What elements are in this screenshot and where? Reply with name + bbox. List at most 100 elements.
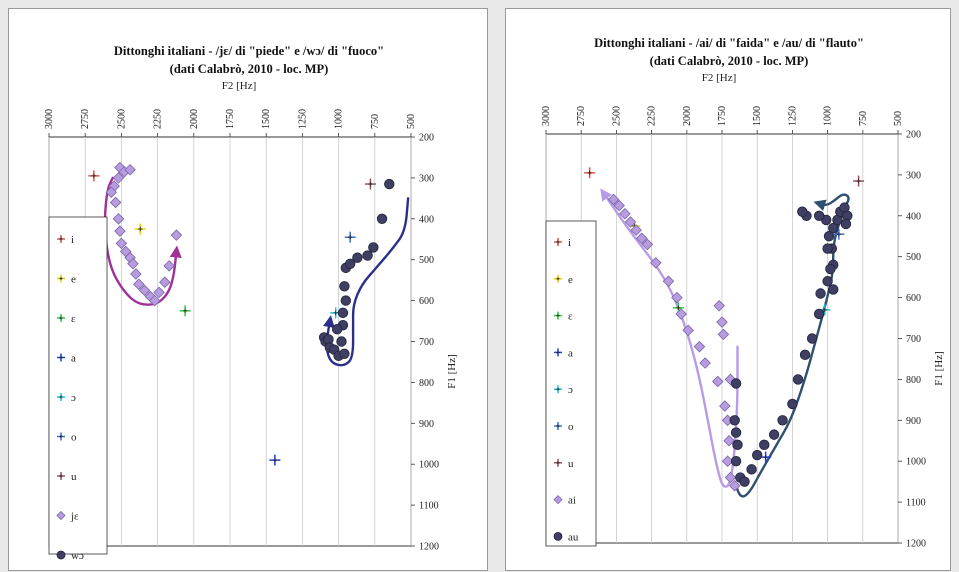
legend-label: ai: [568, 495, 576, 507]
legend-entry: wɔ: [56, 550, 84, 562]
data-point: [153, 286, 165, 299]
data-point: [729, 415, 740, 426]
trajectory-arrow: [103, 176, 182, 306]
data-point: [730, 378, 742, 389]
data-point: [823, 231, 835, 242]
data-point: [607, 193, 620, 206]
data-point: [828, 284, 839, 295]
legend-label: jɛ: [70, 511, 79, 523]
data-point: [331, 324, 343, 335]
x-tick-label: 2500: [611, 106, 622, 126]
series-cross: [760, 451, 772, 463]
series-cross: [179, 305, 191, 317]
legend-label: i: [568, 237, 571, 249]
data-point: [170, 229, 183, 241]
legend-entry: ɛ: [554, 311, 573, 323]
legend-entry: u: [554, 458, 574, 470]
data-point: [799, 349, 811, 361]
x-tick-label: 3000: [541, 106, 552, 126]
data-point: [368, 242, 379, 253]
series-cross: [269, 454, 281, 466]
series-cross: [344, 231, 356, 243]
data-point: [713, 300, 725, 312]
legend-label: e: [568, 274, 573, 286]
data-point: [768, 429, 780, 440]
data-point: [724, 373, 737, 386]
y-tick-label: 300: [419, 173, 434, 184]
legend: [48, 216, 108, 555]
data-point: [641, 238, 654, 251]
series-cross: [88, 170, 100, 182]
y-tick-label: 400: [906, 211, 921, 222]
data-point: [134, 223, 146, 235]
chart-panel-left: Dittonghi italiani - /jɛ/ di "piede" e /…: [8, 8, 488, 571]
data-point: [822, 276, 833, 287]
legend-label: ɔ: [71, 392, 76, 404]
legend-entry: a: [554, 347, 573, 359]
data-point: [682, 324, 694, 337]
data-point: [88, 170, 100, 182]
data-point: [159, 276, 171, 288]
data-point: [721, 455, 734, 467]
legend-marker: [554, 274, 562, 283]
data-point: [797, 206, 808, 217]
legend-entry: u: [57, 471, 77, 483]
chart-title: Dittonghi italiani - /ai/ di "faida" e /…: [594, 36, 864, 50]
data-point: [723, 434, 735, 447]
data-point: [362, 250, 373, 261]
chart-right: Dittonghi italiani - /ai/ di "faida" e /…: [541, 36, 945, 550]
data-point: [127, 258, 139, 270]
data-point: [584, 167, 596, 179]
data-point: [124, 163, 136, 176]
y-axis-label: F1 [Hz]: [446, 354, 458, 389]
chart-subtitle: (dati Calabrò, 2010 - loc. MP): [650, 54, 809, 68]
x-tick-label: 1750: [225, 109, 236, 129]
data-point: [613, 199, 625, 212]
data-point: [148, 294, 161, 307]
data-point: [693, 340, 706, 353]
x-tick-label: 1000: [334, 109, 345, 129]
legend-label: u: [568, 458, 574, 470]
legend-entry: a: [57, 353, 76, 365]
series-diamond: [105, 161, 183, 307]
x-tick-label: 1250: [787, 106, 798, 126]
trajectory-arrow: [600, 188, 739, 488]
data-point: [384, 178, 395, 190]
x-tick-label: 1750: [717, 106, 728, 126]
series-cross: [853, 175, 865, 187]
data-point: [833, 228, 845, 240]
y-tick-label: 200: [419, 133, 434, 144]
legend-label: wɔ: [71, 550, 84, 562]
x-tick-label: 2000: [189, 109, 200, 129]
data-point: [671, 291, 683, 304]
legend-marker: [554, 238, 562, 246]
y-tick-label: 600: [419, 296, 434, 307]
legend-entry: jɛ: [56, 511, 79, 523]
data-point: [340, 295, 352, 306]
data-point: [699, 357, 711, 369]
data-point: [840, 218, 852, 230]
data-point: [269, 454, 281, 466]
data-point: [716, 316, 728, 328]
legend-marker: [57, 314, 65, 322]
legend-entry: i: [554, 237, 571, 249]
y-tick-label: 700: [419, 337, 434, 348]
data-point: [730, 427, 742, 438]
x-tick-label: 1500: [752, 106, 763, 126]
series-diamond: [607, 193, 741, 492]
data-point: [675, 308, 687, 320]
data-point: [792, 374, 804, 385]
legend-marker: [553, 495, 563, 505]
legend-label: au: [568, 531, 579, 543]
data-point: [138, 284, 151, 297]
chart-title: Dittonghi italiani - /jɛ/ di "piede" e /…: [114, 44, 384, 58]
data-point: [662, 275, 675, 288]
y-tick-label: 1100: [419, 501, 439, 512]
legend-marker: [553, 532, 563, 541]
legend-entry: i: [57, 234, 74, 246]
legend-label: i: [71, 234, 74, 246]
x-axis-label: F2 [Hz]: [702, 72, 737, 84]
series-cross: [584, 167, 596, 179]
data-point: [717, 328, 730, 341]
series-circle: [318, 178, 395, 362]
